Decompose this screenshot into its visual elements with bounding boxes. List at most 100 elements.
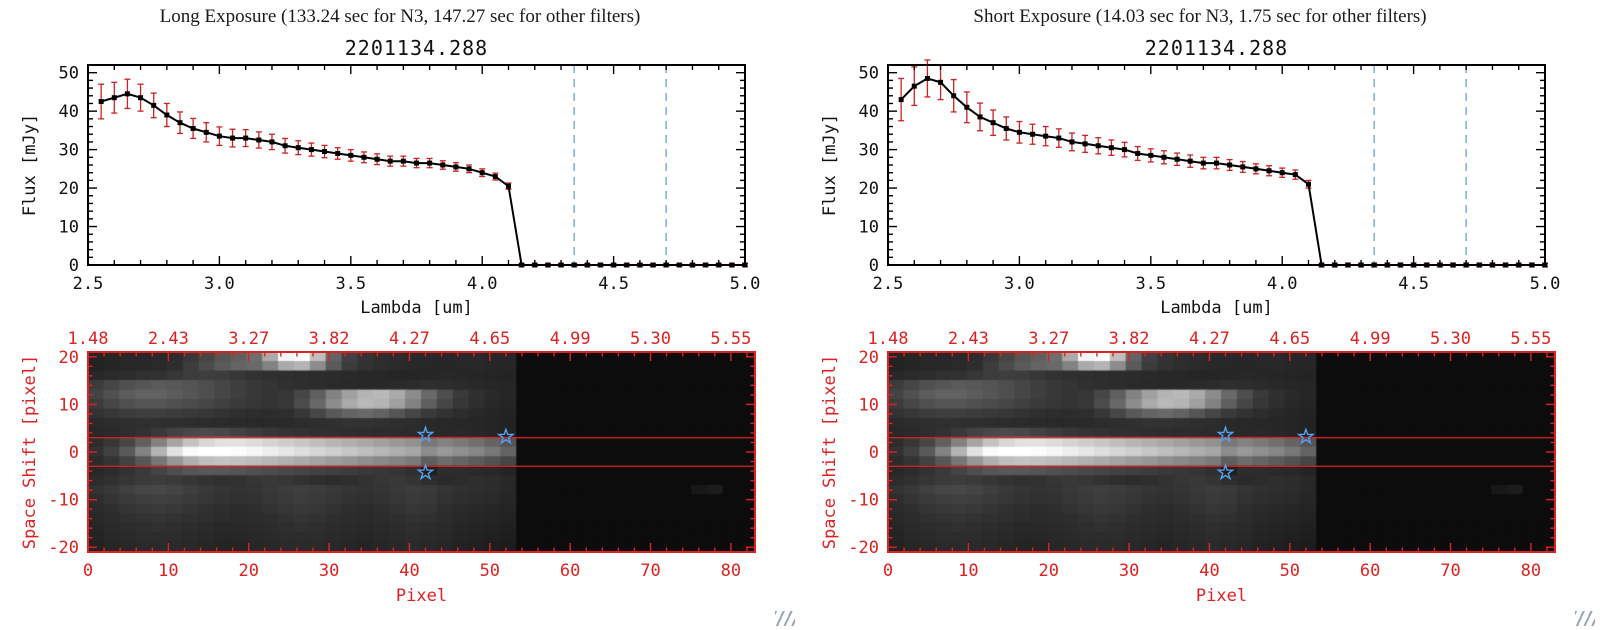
svg-text:10: 10 xyxy=(158,561,178,581)
svg-text:10: 10 xyxy=(958,561,978,581)
svg-text:40: 40 xyxy=(859,102,879,122)
top-wavelength-label: 5.30 xyxy=(630,329,671,349)
svg-text:3.5: 3.5 xyxy=(335,274,366,294)
svg-text:50: 50 xyxy=(1280,561,1300,581)
spectrum-plot: 2.5 3.0 3.5 4.0 4.5 5.0 0 10 20 30 40 50 xyxy=(859,59,1561,294)
svg-text:60: 60 xyxy=(1360,561,1380,581)
svg-text:30: 30 xyxy=(859,141,879,161)
svg-text:0: 0 xyxy=(69,256,79,276)
error-bars xyxy=(898,59,1548,268)
svg-text:4.5: 4.5 xyxy=(598,274,629,294)
svg-text:4.5: 4.5 xyxy=(1398,274,1429,294)
spectrum-line xyxy=(900,77,1545,266)
spectrum-tick-labels: 2.5 3.0 3.5 4.0 4.5 5.0 0 10 20 30 40 50 xyxy=(859,64,1561,294)
flux-axis-label: Flux [mJy] xyxy=(20,113,40,217)
spectrum-tick-labels: 2.5 3.0 3.5 4.0 4.5 5.0 0 10 20 30 40 50 xyxy=(59,64,761,294)
resize-grip[interactable] xyxy=(775,611,795,626)
svg-text:70: 70 xyxy=(640,561,660,581)
svg-text:50: 50 xyxy=(59,64,79,84)
svg-text:40: 40 xyxy=(399,561,419,581)
svg-text:2.5: 2.5 xyxy=(73,274,104,294)
top-wavelength-label: 4.27 xyxy=(389,329,430,349)
svg-text:20: 20 xyxy=(59,179,79,199)
svg-text:20: 20 xyxy=(1038,561,1058,581)
svg-text:0: 0 xyxy=(69,443,79,463)
svg-text:2.5: 2.5 xyxy=(873,274,904,294)
svg-text:0: 0 xyxy=(883,561,893,581)
svg-text:3.5: 3.5 xyxy=(1135,274,1166,294)
space-shift-axis-label: Space Shift [pixel] xyxy=(820,354,840,550)
svg-text:30: 30 xyxy=(59,141,79,161)
spectrum-frame xyxy=(887,64,1546,266)
spectrum-line xyxy=(100,92,745,266)
svg-text:60: 60 xyxy=(560,561,580,581)
flux-axis-label: Flux [mJy] xyxy=(820,113,840,217)
svg-text:0: 0 xyxy=(869,443,879,463)
resize-grip[interactable] xyxy=(1575,611,1595,626)
top-wavelength-label: 4.65 xyxy=(469,329,510,349)
top-wavelength-label: 3.82 xyxy=(309,329,350,349)
top-wavelength-label: 3.82 xyxy=(1109,329,1150,349)
spectrum-markers xyxy=(98,91,748,268)
space-shift-axis-label: Space Shift [pixel] xyxy=(20,354,40,550)
top-wavelength-label: 2.43 xyxy=(148,329,189,349)
svg-text:4.0: 4.0 xyxy=(467,274,498,294)
svg-text:40: 40 xyxy=(1199,561,1219,581)
error-bars xyxy=(98,78,748,268)
panel-long-exposure: Long Exposure (133.24 sec for N3, 147.27… xyxy=(20,6,795,626)
svg-text:3.0: 3.0 xyxy=(204,274,235,294)
top-wavelength-label: 3.27 xyxy=(228,329,269,349)
spectrum-ticks xyxy=(887,65,1546,266)
top-wavelength-label: 4.27 xyxy=(1189,329,1230,349)
spectral-image xyxy=(88,352,755,552)
svg-text:5.0: 5.0 xyxy=(730,274,761,294)
svg-text:10: 10 xyxy=(59,395,79,415)
svg-text:10: 10 xyxy=(859,395,879,415)
top-wavelength-label: 1.48 xyxy=(68,329,109,349)
top-wavelength-label: 2.43 xyxy=(948,329,989,349)
svg-text:20: 20 xyxy=(238,561,258,581)
svg-text:0: 0 xyxy=(869,256,879,276)
spectrum-frame xyxy=(87,64,746,266)
svg-text:30: 30 xyxy=(319,561,339,581)
top-wavelength-label: 4.65 xyxy=(1269,329,1310,349)
svg-text:5.0: 5.0 xyxy=(1530,274,1561,294)
svg-text:50: 50 xyxy=(480,561,500,581)
top-wavelength-label: 3.27 xyxy=(1028,329,1069,349)
svg-text:70: 70 xyxy=(1440,561,1460,581)
top-wavelength-label: 4.99 xyxy=(1350,329,1391,349)
spectrum-plot: 2.5 3.0 3.5 4.0 4.5 5.0 0 10 20 30 40 50 xyxy=(59,64,761,294)
top-wavelength-label: 1.48 xyxy=(868,329,909,349)
spectrum-title: 2201134.288 xyxy=(344,36,489,60)
svg-text:80: 80 xyxy=(1521,561,1541,581)
lambda-axis-label: Lambda [um] xyxy=(360,298,473,318)
long-exposure-title: Long Exposure (133.24 sec for N3, 147.27… xyxy=(159,6,641,27)
top-wavelength-label: 5.55 xyxy=(1510,329,1551,349)
svg-text:10: 10 xyxy=(859,218,879,238)
svg-text:20: 20 xyxy=(859,179,879,199)
spectrum-markers xyxy=(898,75,1548,268)
svg-text:30: 30 xyxy=(1119,561,1139,581)
svg-text:20: 20 xyxy=(59,348,79,368)
spectrum-ticks xyxy=(87,65,746,266)
svg-text:-10: -10 xyxy=(48,491,79,511)
svg-text:80: 80 xyxy=(721,561,741,581)
top-wavelength-label: 5.30 xyxy=(1430,329,1471,349)
svg-text:-20: -20 xyxy=(848,538,879,558)
panel-short-exposure: Short Exposure (14.03 sec for N3, 1.75 s… xyxy=(800,0,1600,630)
svg-text:20: 20 xyxy=(859,348,879,368)
svg-text:40: 40 xyxy=(59,102,79,122)
lambda-axis-label: Lambda [um] xyxy=(1160,298,1273,318)
spectral-image xyxy=(888,352,1555,552)
svg-text:-10: -10 xyxy=(848,491,879,511)
top-wavelength-label: 5.55 xyxy=(710,329,751,349)
svg-text:4.0: 4.0 xyxy=(1267,274,1298,294)
pixel-axis-label: Pixel xyxy=(1195,586,1248,606)
pixel-axis-label: Pixel xyxy=(395,586,448,606)
svg-text:50: 50 xyxy=(859,64,879,84)
svg-text:3.0: 3.0 xyxy=(1004,274,1035,294)
svg-text:-20: -20 xyxy=(48,538,79,558)
top-wavelength-label: 4.99 xyxy=(550,329,591,349)
short-exposure-title: Short Exposure (14.03 sec for N3, 1.75 s… xyxy=(973,6,1427,27)
